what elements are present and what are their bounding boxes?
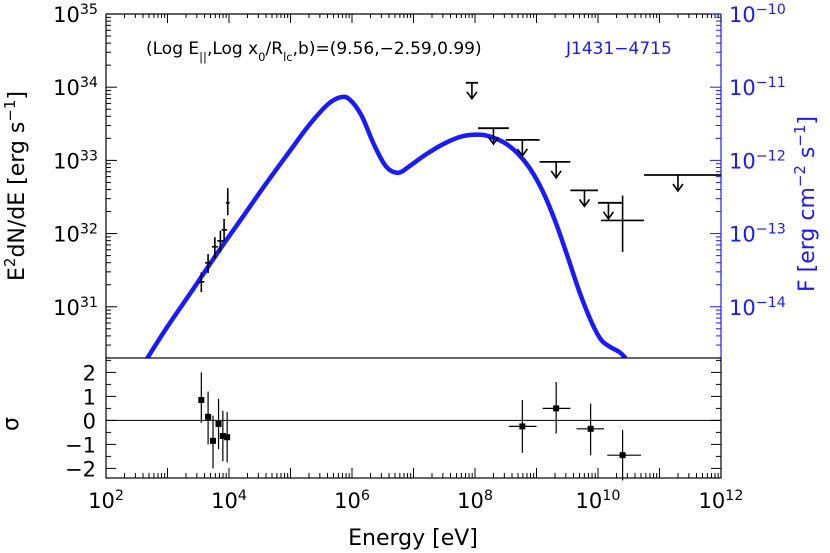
residual-marker: [224, 434, 231, 441]
upper-limit-arrowhead: [516, 148, 529, 158]
right-y-tick-label: 10−10: [729, 2, 786, 27]
sed-data-point: [601, 195, 645, 252]
residual-marker: [553, 405, 560, 412]
residual-marker: [210, 437, 217, 444]
residual-y-tick-label: −2: [65, 457, 96, 481]
right-y-tick-label: 10−14: [729, 295, 786, 320]
left-y-axis-title: E2dN/dE [erg s−1]: [1, 91, 30, 281]
upper-limit-arrowhead: [466, 91, 478, 101]
right-y-tick-label: 10−11: [729, 75, 786, 100]
residual-marker: [587, 425, 594, 432]
right-y-tick-label: 10−12: [729, 148, 786, 173]
residual-point: [198, 372, 205, 423]
left-y-tick-label: 1034: [53, 75, 98, 100]
left-y-tick-label: 1033: [53, 148, 98, 173]
right-y-axis-title: F [erg cm−2 s−1]: [791, 116, 820, 292]
sed-data-point: [211, 237, 218, 259]
residual-point: [542, 382, 571, 434]
right-y-tick-label: 10−13: [729, 222, 786, 247]
residual-panel: 210−1−2 102 104 106 108 1010 1012: [65, 357, 744, 513]
left-y-tick-label: 1032: [53, 222, 98, 247]
residual-marker: [205, 413, 212, 420]
residual-point: [215, 398, 222, 450]
residual-point: [209, 415, 217, 469]
x-tick-label: 106: [334, 488, 370, 513]
sed-panel: 1031 1032 1033 1034 1035 10−10 10−11 10−12 10−13…: [53, 2, 786, 359]
axis-labels: E2dN/dE [erg s−1] F [erg cm−2 s−1] σ Energy…: [0, 91, 820, 551]
sed-data-point: [221, 218, 228, 241]
left-y-tick-label: 1031: [53, 295, 98, 320]
sed-upper-limit: [478, 127, 509, 146]
sed-data-point: [198, 272, 205, 293]
residual-point: [576, 403, 605, 456]
x-tick-label: 108: [457, 488, 493, 513]
sed-upper-limit: [465, 81, 479, 101]
residual-marker: [519, 423, 526, 430]
x-tick-label: 1012: [699, 488, 744, 513]
sed-upper-limit: [570, 189, 598, 208]
upper-limit-arrowhead: [672, 183, 684, 193]
x-tick-label: 1010: [576, 488, 621, 513]
sed-data-point: [217, 230, 224, 253]
sed-upper-limit: [505, 138, 540, 158]
residual-point: [205, 391, 212, 445]
residual-point: [224, 412, 231, 463]
parameter-annotation: (Log E||,Log x0/Rlc,b)=(9.56,−2.59,0.99): [146, 39, 482, 64]
sed-data-point: [205, 254, 212, 274]
residual-point: [508, 400, 537, 453]
residual-y-axis-title: σ: [0, 417, 24, 431]
sed-upper-limit: [598, 201, 623, 221]
residual-marker: [215, 421, 222, 427]
left-y-tick-label: 1035: [53, 2, 98, 27]
residual-marker: [219, 433, 226, 439]
x-axis-title: Energy [eV]: [348, 526, 478, 551]
model-curve: [144, 94, 628, 358]
residual-y-tick-label: 1: [83, 385, 96, 409]
upper-limit-arrowhead: [602, 211, 615, 221]
x-tick-label: 102: [88, 488, 124, 513]
upper-limit-arrowhead: [550, 170, 562, 180]
sed-upper-limit: [644, 174, 721, 193]
upper-limit-arrowhead: [578, 198, 591, 208]
source-name-label: J1431−4715: [565, 39, 672, 59]
x-tick-label: 104: [211, 488, 247, 513]
upper-limit-arrowhead: [487, 136, 500, 146]
residual-y-tick-label: 0: [83, 409, 96, 433]
residual-point: [607, 430, 642, 481]
residual-y-tick-label: 2: [83, 361, 96, 385]
sed-upper-limit: [539, 160, 571, 180]
residual-marker: [619, 452, 626, 459]
sed-data-point: [225, 188, 230, 216]
residual-y-tick-label: −1: [65, 433, 96, 457]
residual-marker: [198, 397, 205, 403]
residual-frame: [105, 357, 722, 479]
